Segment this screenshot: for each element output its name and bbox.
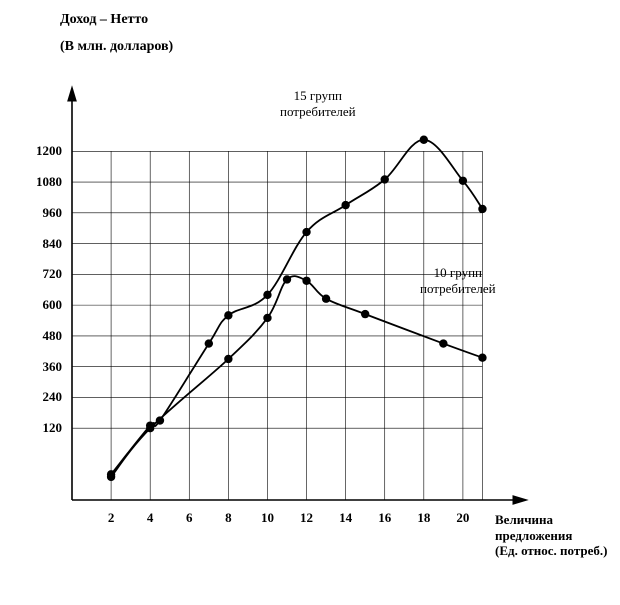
series-g10-point (478, 353, 486, 361)
series-g15-point (205, 339, 213, 347)
series-g15-point (263, 291, 271, 299)
series-g10-point (361, 310, 369, 318)
series-label-line: потребителей (420, 281, 496, 297)
series-g15-point (341, 201, 349, 209)
series-g15-point (459, 177, 467, 185)
series-g10-point (322, 295, 330, 303)
series-g10-point (439, 339, 447, 347)
x-tick-label: 4 (147, 510, 154, 526)
x-tick-label: 2 (108, 510, 115, 526)
x-tick-label: 16 (378, 510, 391, 526)
x-axis-title-line3: (Ед. относ. потреб.) (495, 543, 615, 559)
y-tick-label: 240 (0, 389, 62, 405)
x-tick-label: 20 (456, 510, 469, 526)
series-g15-label: 15 групппотребителей (280, 88, 356, 120)
series-g10-point (263, 314, 271, 322)
x-tick-label: 10 (261, 510, 274, 526)
series-g10-point (146, 424, 154, 432)
series-g10-label: 10 групппотребителей (420, 265, 496, 297)
series-g10-point (224, 355, 232, 363)
y-tick-label: 840 (0, 236, 62, 252)
x-tick-label: 6 (186, 510, 193, 526)
series-label-line: 10 групп (420, 265, 496, 281)
series-g15-line (111, 140, 482, 475)
x-tick-label: 8 (225, 510, 232, 526)
series-g15-point (420, 136, 428, 144)
y-tick-label: 720 (0, 266, 62, 282)
series-g15-point (478, 205, 486, 213)
series-label-line: потребителей (280, 104, 356, 120)
y-tick-label: 480 (0, 328, 62, 344)
x-tick-label: 18 (417, 510, 430, 526)
x-tick-label: 14 (339, 510, 352, 526)
y-tick-label: 120 (0, 420, 62, 436)
series-g10-point (283, 275, 291, 283)
y-tick-label: 600 (0, 297, 62, 313)
series-g10-point (107, 473, 115, 481)
x-axis-title-line2: предложения (495, 528, 615, 544)
x-tick-label: 12 (300, 510, 313, 526)
series-g15-point (302, 228, 310, 236)
y-tick-label: 1200 (0, 143, 62, 159)
x-axis-title-line1: Величина (495, 512, 615, 528)
y-tick-label: 1080 (0, 174, 62, 190)
series-g15-point (224, 311, 232, 319)
y-tick-label: 360 (0, 359, 62, 375)
series-label-line: 15 групп (280, 88, 356, 104)
y-tick-label: 960 (0, 205, 62, 221)
series-g10-point (302, 277, 310, 285)
chart-series (107, 136, 487, 482)
series-g10-line (111, 276, 482, 477)
x-axis-title: Величина предложения (Ед. относ. потреб.… (495, 512, 615, 559)
series-g15-point (381, 175, 389, 183)
